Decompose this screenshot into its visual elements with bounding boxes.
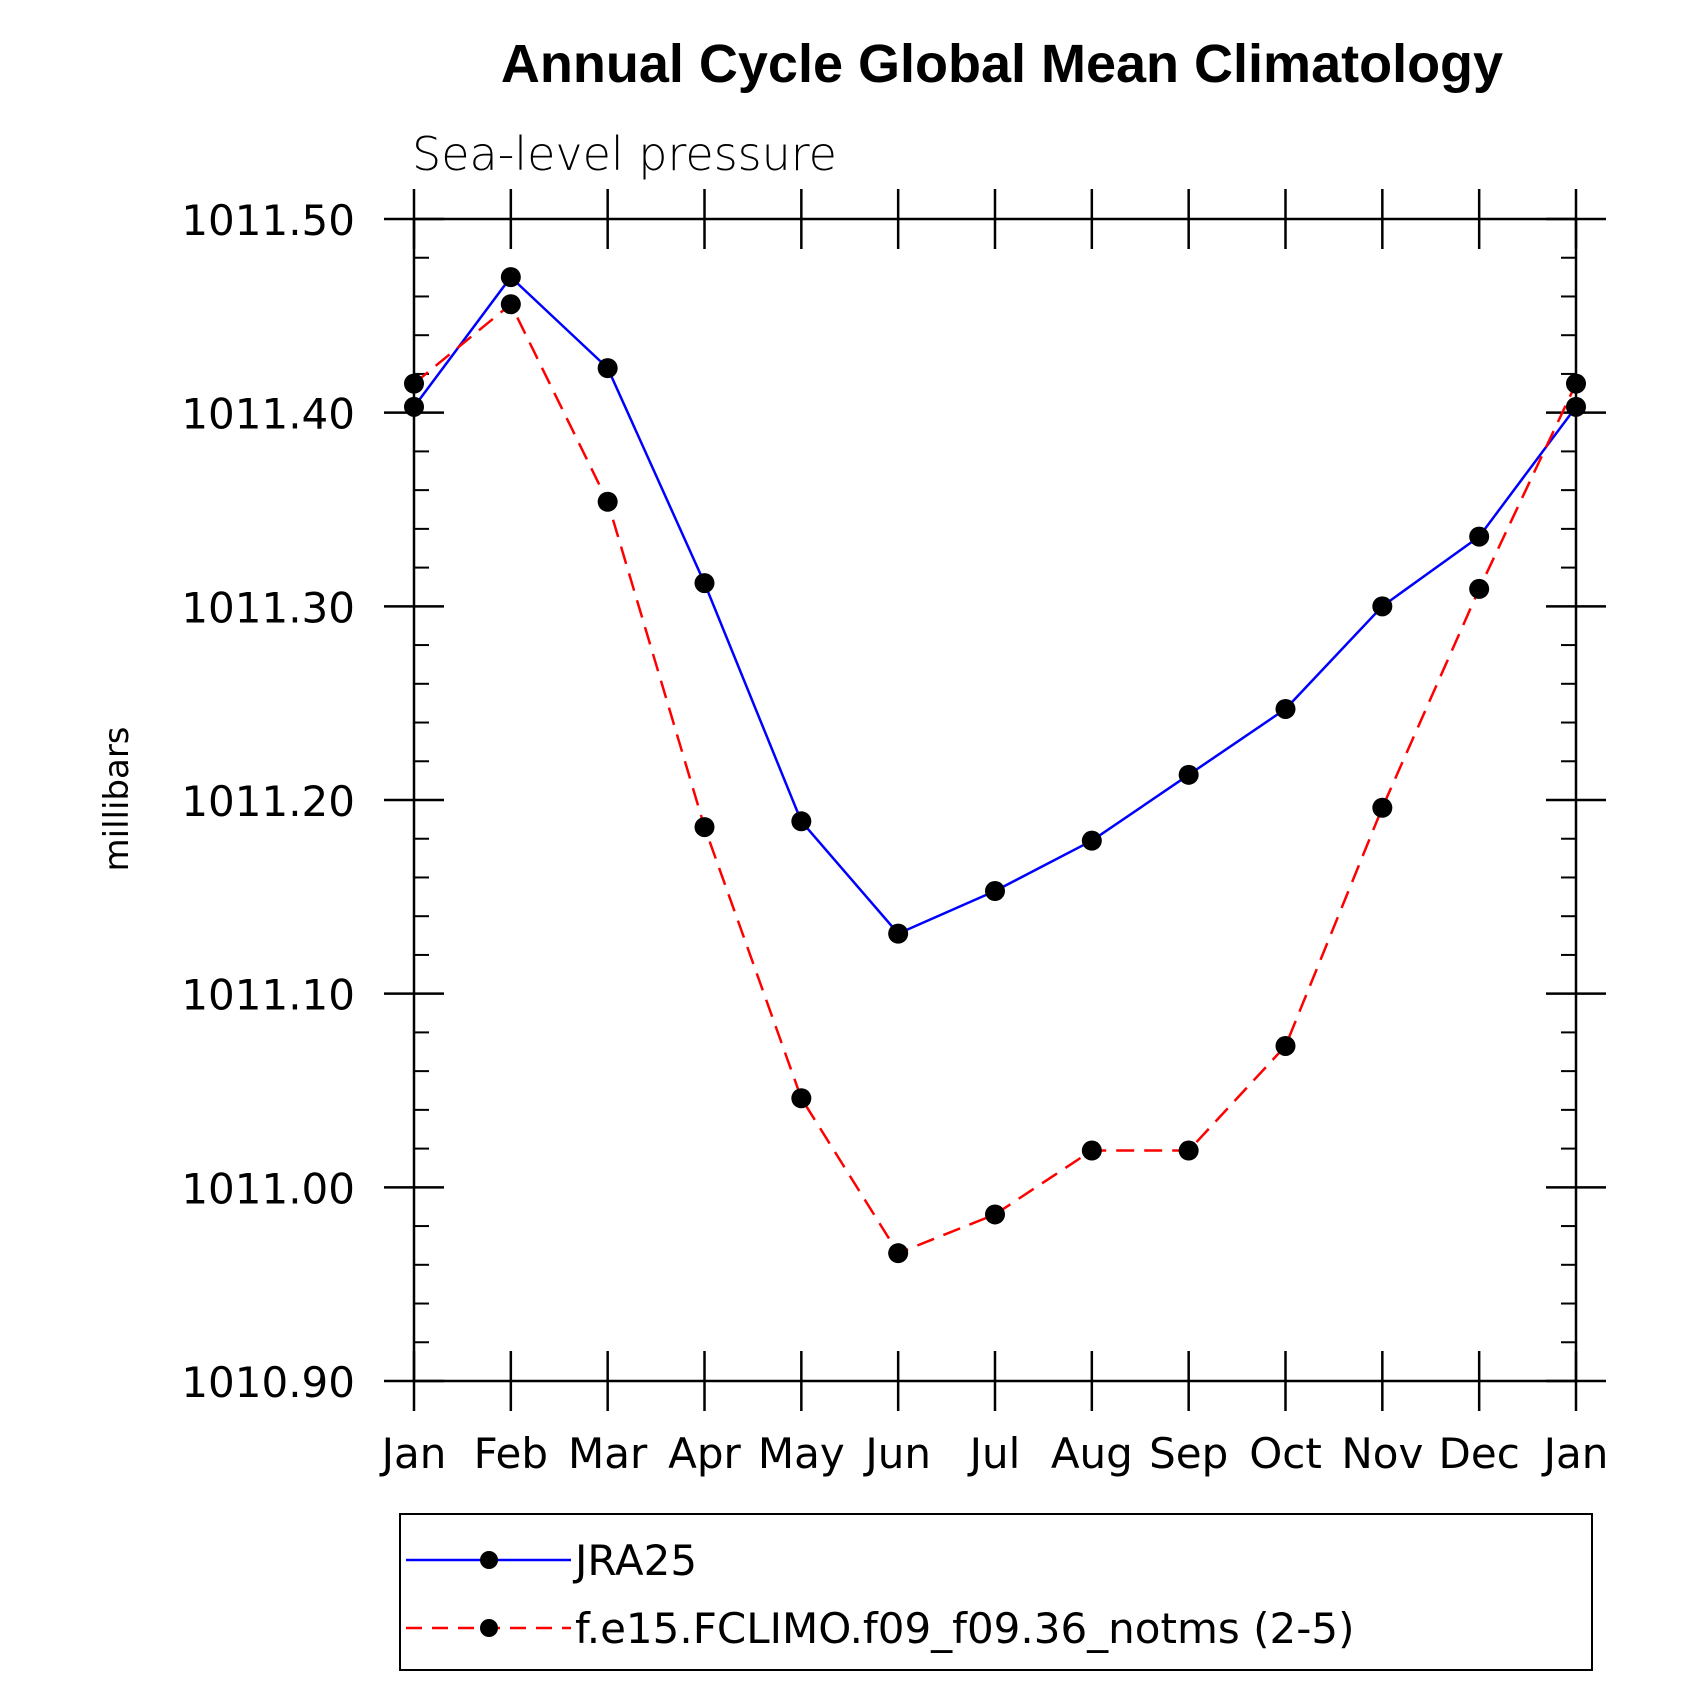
legend: JRA25 f.e15.FCLIMO.f09_f09.36_notms (2-5… — [399, 1513, 1593, 1671]
series-lines — [412, 275, 1578, 1255]
y-tick-label: 1010.90 — [181, 1358, 355, 1407]
x-tick-label: Nov — [1341, 1429, 1423, 1478]
x-tick-label: Dec — [1439, 1429, 1520, 1478]
data-point-model — [500, 294, 521, 315]
x-tick-labels: Jan Feb Mar Apr May Jun Jul Aug Sep Oct Nov Dec Jan — [379, 1429, 1609, 1478]
data-point-model — [791, 1088, 812, 1109]
data-point-jra25 — [985, 881, 1005, 902]
x-tick-label: Sep — [1149, 1429, 1228, 1478]
data-point-jra25 — [404, 396, 424, 417]
data-point-jra25 — [791, 811, 812, 832]
x-tick-label: Mar — [568, 1429, 648, 1478]
legend-label-jra25: JRA25 — [572, 1536, 697, 1585]
y-tick-label: 1011.10 — [181, 971, 355, 1020]
chart-subtitle: Sea-level pressure — [412, 127, 837, 181]
data-point-model — [694, 817, 715, 838]
data-point-jra25 — [1275, 698, 1296, 719]
series-line-jra25 — [412, 275, 1578, 935]
y-tick-label: 1011.00 — [181, 1164, 355, 1213]
x-tick-label: Jan — [379, 1429, 447, 1478]
chart-title: Annual Cycle Global Mean Climatology — [501, 34, 1503, 94]
legend-marker-model — [480, 1619, 498, 1637]
y-tick-label: 1011.20 — [181, 777, 355, 826]
data-point-jra25 — [1081, 830, 1102, 851]
x-tick-label: Jul — [967, 1429, 1021, 1478]
x-tick-label: Apr — [668, 1429, 741, 1478]
data-point-model — [985, 1204, 1005, 1225]
data-point-model — [888, 1243, 909, 1264]
data-point-model — [1178, 1140, 1199, 1161]
x-tick-label: Oct — [1249, 1429, 1322, 1478]
data-point-model — [1081, 1140, 1102, 1161]
data-point-model — [1372, 797, 1393, 818]
y-axis-label: millibars — [97, 726, 137, 871]
data-point-jra25 — [1372, 596, 1393, 617]
data-point-jra25 — [597, 358, 618, 379]
x-tick-label: Feb — [474, 1429, 548, 1478]
major-ticks — [384, 189, 1606, 1411]
y-tick-label: 1011.40 — [181, 390, 355, 439]
y-tick-label: 1011.30 — [181, 583, 355, 632]
legend-label-model: f.e15.FCLIMO.f09_f09.36_notms (2-5) — [575, 1604, 1354, 1653]
y-tick-label: 1011.50 — [181, 196, 355, 245]
data-point-jra25 — [694, 573, 715, 594]
data-point-model — [1469, 578, 1490, 599]
legend-box — [399, 1513, 1593, 1671]
data-point-jra25 — [1469, 526, 1490, 547]
y-tick-labels: 1010.90 1011.00 1011.10 1011.20 1011.30 1011.… — [181, 196, 355, 1407]
data-point-jra25 — [500, 267, 521, 288]
series-line-model — [413, 302, 1578, 1255]
data-point-jra25 — [1178, 764, 1199, 785]
minor-ticks — [414, 256, 1576, 1344]
series-markers — [404, 267, 1586, 1264]
x-tick-label: Jun — [862, 1429, 931, 1478]
data-point-model — [1566, 373, 1586, 394]
legend-marker-jra25 — [480, 1551, 498, 1569]
data-point-model — [404, 373, 424, 394]
x-tick-label: Jan — [1541, 1429, 1609, 1478]
data-point-jra25 — [1566, 396, 1586, 417]
x-tick-label: May — [758, 1429, 845, 1478]
data-point-model — [1275, 1035, 1296, 1056]
data-point-model — [597, 491, 618, 512]
x-tick-label: Aug — [1051, 1429, 1133, 1478]
data-point-jra25 — [888, 923, 909, 944]
